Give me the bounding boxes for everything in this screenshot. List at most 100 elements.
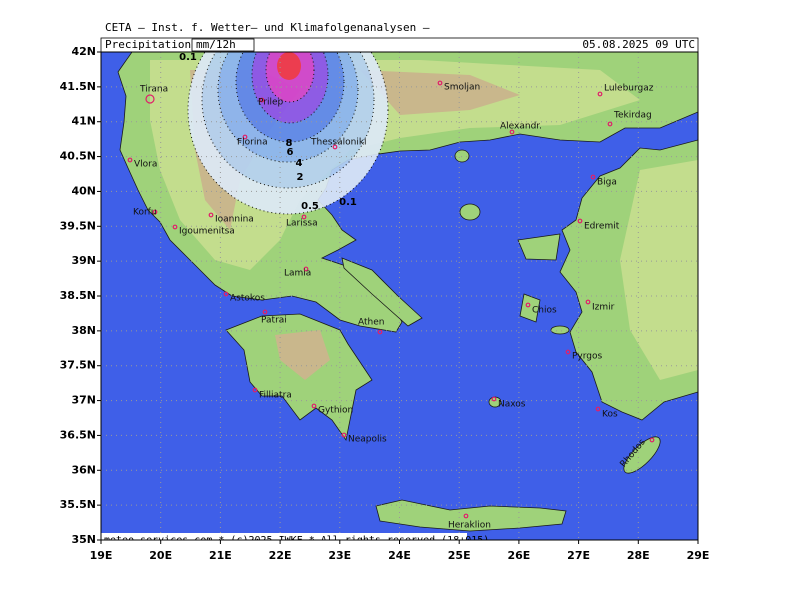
city-label: Igoumenitsa — [179, 227, 235, 237]
contour-label: 4 — [296, 158, 303, 169]
contour-label: 8 — [286, 138, 293, 149]
city-label: Smoljan — [444, 83, 480, 93]
cities: Tirana Vlora Korfu Ioannina Igoumenitsa Prile… — [127, 80, 655, 531]
header-title: CETA — Inst. f. Wetter— und Klimafolgena… — [105, 21, 430, 34]
city-label: Korfu — [133, 208, 157, 218]
unit: mm/12h — [196, 38, 236, 51]
lat-label: 40.5N — [60, 150, 96, 163]
city-label: Filliatra — [259, 391, 292, 401]
lat-label: 41N — [71, 115, 96, 128]
city-marker — [252, 387, 258, 393]
city-marker — [259, 97, 265, 103]
lat-label: 39.5N — [60, 219, 96, 232]
city-marker — [525, 302, 531, 308]
city-marker — [491, 396, 497, 402]
city-marker — [597, 91, 603, 97]
city-marker — [341, 432, 347, 438]
city-label: Vlora — [134, 160, 157, 170]
lon-label: 19E — [90, 549, 113, 562]
contour-label: 0.5 — [301, 201, 319, 212]
lon-label: 24E — [388, 549, 411, 562]
contour-label: 0.1 — [179, 52, 197, 63]
lon-label: 22E — [269, 549, 292, 562]
lemnos — [459, 203, 481, 221]
city-label: Luleburgaz — [604, 84, 654, 94]
city-marker — [590, 174, 596, 180]
city-marker — [311, 403, 317, 409]
city-marker — [262, 309, 268, 315]
lesbos — [517, 233, 561, 261]
city-label: Gythion — [318, 406, 353, 416]
city-marker — [152, 209, 158, 215]
lat-label: 35N — [71, 533, 96, 546]
city-marker — [377, 329, 383, 335]
rhodes — [623, 436, 661, 474]
city-label: Naxos — [498, 400, 526, 410]
lon-label: 23E — [328, 549, 351, 562]
mountains — [275, 330, 330, 380]
city-marker — [585, 299, 591, 305]
city-label: Pyrgos — [572, 352, 603, 362]
city-marker — [565, 349, 571, 355]
city-label: Biga — [597, 178, 617, 188]
city-label: Larissa — [286, 219, 318, 229]
lat-label: 38N — [71, 324, 96, 337]
city-marker — [463, 513, 469, 519]
lat-label: 41.5N — [60, 80, 96, 93]
lat-label: 38.5N — [60, 289, 96, 302]
footer-background — [101, 533, 467, 540]
precipitation — [187, 52, 389, 215]
city-label: Patrai — [261, 316, 287, 326]
city-marker — [577, 218, 583, 224]
city-label: Thessaloniki — [310, 138, 367, 148]
lat-label: 42N — [71, 45, 96, 58]
city-label: Athen — [358, 318, 384, 328]
city-marker — [145, 94, 155, 104]
lat-label: 37.5N — [60, 359, 96, 372]
contour-label: 2 — [297, 172, 304, 183]
city-marker — [301, 214, 307, 220]
city-marker — [303, 266, 309, 272]
lat-label: 40N — [71, 184, 96, 197]
city-label: Alexandr. — [500, 122, 542, 132]
lat-label: 36N — [71, 463, 96, 476]
lat-label: 36.5N — [60, 428, 96, 441]
lon-label: 26E — [507, 549, 530, 562]
city-label: Ioannina — [215, 215, 254, 225]
thasos — [454, 149, 470, 163]
valid-time: 05.08.2025 09 UTC — [582, 38, 695, 51]
euboea — [341, 257, 423, 327]
contour-labels: 0.1 864 2 0.5 0.1 — [179, 52, 357, 212]
lon-label: 28E — [627, 549, 650, 562]
city-label: Prilep — [258, 98, 284, 108]
map-area: Tirana Vlora Korfu Ioannina Igoumenitsa Prile… — [101, 52, 698, 540]
city-marker — [172, 224, 178, 230]
samos — [550, 325, 570, 335]
city-marker — [649, 437, 655, 443]
unit-box — [191, 38, 255, 52]
city-marker — [437, 80, 443, 86]
lon-label: 20E — [149, 549, 172, 562]
city-label: Chios — [532, 306, 557, 316]
lat-label: 35.5N — [60, 498, 96, 511]
chios — [519, 293, 541, 323]
variable-name: Precipitation — [105, 38, 191, 51]
axes: 42N 41.5N 41N 40.5N 40N 39.5N 39N 38.5N 38N 37.5N… — [60, 45, 710, 562]
lon-label: 25E — [448, 549, 471, 562]
city-marker — [127, 157, 133, 163]
city-marker — [208, 212, 214, 218]
contour-label: 6 — [287, 147, 294, 158]
city-label: Tekirdag — [613, 111, 652, 121]
city-marker — [595, 406, 601, 412]
city-label: Florina — [237, 138, 268, 148]
city-marker — [242, 134, 248, 140]
city-label: Izmir — [592, 303, 615, 313]
city-label: Lamia — [284, 269, 311, 279]
city-marker — [607, 121, 613, 127]
mountains — [360, 70, 520, 115]
lat-label: 39N — [71, 254, 96, 267]
highland — [620, 160, 698, 380]
contour-label: 0.1 — [339, 197, 357, 208]
city-marker — [223, 291, 229, 297]
